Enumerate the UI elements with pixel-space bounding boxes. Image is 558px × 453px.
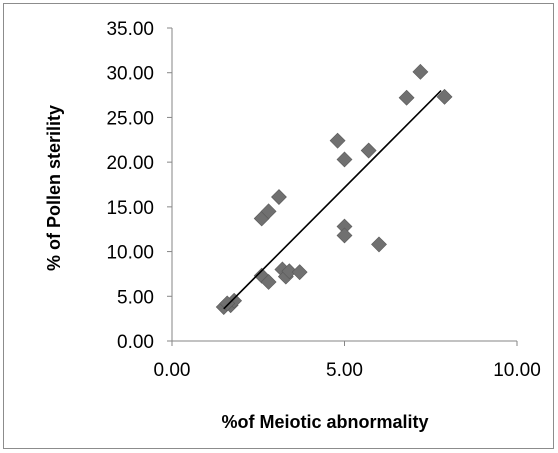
data-point xyxy=(329,132,346,149)
data-point xyxy=(271,189,287,205)
data-points xyxy=(215,63,453,315)
trendline-layer xyxy=(223,90,442,310)
y-tick-label: 15.00 xyxy=(106,198,154,219)
data-point xyxy=(291,264,308,281)
data-point xyxy=(336,151,353,168)
trendline xyxy=(223,90,442,310)
y-tick-label: 30.00 xyxy=(106,64,154,85)
x-tick-label: 10.00 xyxy=(493,360,541,381)
tick-labels: 0.00 5.00 10.00 15.00 20.00 25.00 30.00 35.00 0.… xyxy=(106,19,540,381)
y-tick-label: 35.00 xyxy=(106,19,154,40)
y-tick-label: 10.00 xyxy=(106,243,154,264)
data-point xyxy=(371,236,387,253)
data-point xyxy=(436,88,453,105)
data-point xyxy=(260,203,277,220)
x-tick-label: 5.00 xyxy=(326,360,363,381)
y-axis-title: % of Pollen sterility xyxy=(44,105,64,271)
data-point xyxy=(398,89,415,106)
chart-border xyxy=(3,3,554,449)
data-point xyxy=(281,263,298,280)
y-tick-label: 5.00 xyxy=(117,287,154,308)
x-axis-title: %of Meiotic abnormality xyxy=(221,412,428,432)
axes xyxy=(167,27,518,346)
data-point xyxy=(336,227,353,244)
data-point xyxy=(260,274,277,290)
data-point xyxy=(360,142,377,159)
x-tick-label: 0.00 xyxy=(154,360,191,381)
y-tick-label: 20.00 xyxy=(106,153,154,174)
y-tick-label: 25.00 xyxy=(106,108,154,129)
y-tick-label: 0.00 xyxy=(117,332,154,353)
data-point xyxy=(412,63,429,80)
